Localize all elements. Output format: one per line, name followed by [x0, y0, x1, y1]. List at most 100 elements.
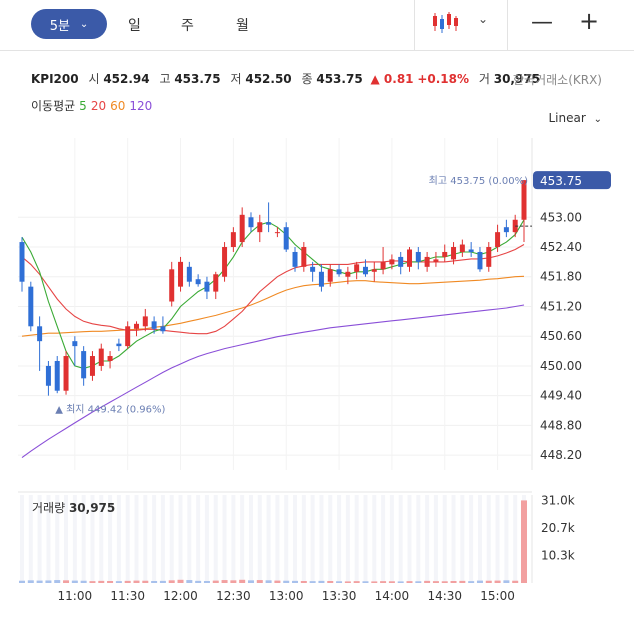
volume-panel-value: 30,975	[69, 501, 115, 515]
toolbar-divider	[414, 0, 415, 50]
volume-panel-label: 거래량 30,975	[32, 501, 115, 515]
candle	[318, 271, 324, 287]
volume-bar	[54, 580, 61, 583]
tab-week[interactable]: 주	[181, 18, 194, 34]
volume-bar	[247, 580, 254, 583]
candle	[169, 269, 175, 302]
x-tick-label: 14:00	[375, 589, 410, 603]
candle	[354, 264, 360, 272]
ma60-line	[21, 275, 525, 337]
ma60-legend: 60	[110, 99, 126, 113]
candle	[415, 251, 421, 262]
volume-value: 30,975	[493, 72, 541, 86]
candle	[28, 286, 34, 327]
volume-bar	[265, 580, 272, 583]
ma20-legend: 20	[90, 99, 107, 113]
x-tick-label: 15:00	[480, 589, 515, 603]
candle	[19, 242, 25, 282]
candle	[477, 251, 483, 270]
x-tick-label: 14:30	[427, 589, 462, 603]
y-tick-label: 452.40	[540, 240, 582, 254]
y-tick-label: 453.00	[540, 210, 582, 224]
candle	[451, 247, 457, 260]
x-tick-label: 11:30	[110, 589, 145, 603]
candle	[133, 323, 139, 329]
low-label: 저	[230, 72, 242, 86]
candle	[336, 269, 342, 275]
candle	[160, 326, 166, 332]
open-label: 시	[88, 72, 100, 86]
volume-bar	[115, 581, 122, 583]
low-marker-label: ▲ 최지 449.42 (0.96%)	[55, 404, 165, 416]
plus-icon[interactable]: +	[579, 7, 600, 35]
candle	[257, 222, 263, 233]
candle	[407, 249, 413, 267]
volume-bar	[459, 580, 466, 583]
x-tick-label: 12:30	[216, 589, 251, 603]
candle	[468, 249, 474, 252]
volume-bar	[124, 580, 131, 583]
volume-bar	[318, 580, 325, 583]
candle	[213, 274, 219, 292]
y-tick-label: 450.60	[540, 329, 582, 343]
change-value: ▲ 0.81	[370, 72, 414, 86]
candle	[116, 343, 122, 347]
candle	[283, 227, 289, 250]
y-tick-label: 448.20	[540, 448, 582, 462]
x-tick-label: 11:00	[58, 589, 93, 603]
moving-average-legend: 이동평균 5 20 60 120	[31, 97, 152, 114]
tab-month[interactable]: 월	[236, 18, 249, 34]
volume-tick-label: 20.7k	[541, 521, 575, 535]
symbol: KPI200	[31, 72, 79, 86]
volume-tick-label: 31.0k	[541, 493, 575, 507]
candle	[292, 251, 298, 267]
candlestick-icon[interactable]	[432, 11, 460, 35]
scale-mode-select[interactable]: Linear ⌄	[548, 111, 602, 125]
candle	[433, 259, 439, 262]
candle	[503, 227, 509, 233]
candle	[72, 341, 78, 347]
y-tick-label: 449.40	[540, 389, 582, 403]
volume-bar	[133, 580, 140, 583]
volume-bar	[476, 580, 483, 583]
candle	[266, 222, 272, 225]
scale-mode-label: Linear	[548, 111, 586, 125]
volume-bar	[80, 580, 87, 583]
candle	[424, 256, 430, 267]
y-tick-label: 448.80	[540, 418, 582, 432]
candle	[239, 214, 245, 243]
volume-bar	[45, 580, 52, 583]
volume-bar	[344, 581, 351, 583]
current-price-label: 453.75	[540, 174, 582, 188]
volume-bar	[424, 580, 431, 583]
candle	[442, 251, 448, 257]
current-price-badge	[533, 171, 611, 190]
x-tick-label: 13:00	[269, 589, 304, 603]
candle	[37, 326, 43, 342]
minus-icon[interactable]: —	[531, 10, 553, 35]
ma120-line	[21, 304, 525, 459]
period-select-button[interactable]: 5분 ⌄	[31, 9, 107, 39]
candle	[398, 256, 404, 267]
volume-bar	[159, 580, 166, 583]
open-value: 452.94	[103, 72, 150, 86]
volume-bar	[203, 581, 210, 583]
volume-bar	[283, 580, 290, 583]
candle	[125, 326, 131, 347]
moving-average-label: 이동평균	[31, 99, 76, 113]
volume-bar	[221, 580, 228, 583]
high-value: 453.75	[174, 72, 221, 86]
candle	[81, 351, 87, 379]
volume-bar	[406, 581, 413, 583]
volume-bar	[494, 580, 501, 583]
candle	[327, 269, 333, 282]
candle	[186, 266, 192, 282]
volume-bar	[327, 581, 334, 583]
volume-bar	[512, 580, 519, 583]
chart-type-chevron-down-icon[interactable]: ⌄	[478, 12, 489, 26]
candle	[54, 360, 60, 391]
candle	[310, 266, 316, 272]
volume-bar	[292, 580, 299, 583]
tab-day[interactable]: 일	[128, 18, 141, 34]
